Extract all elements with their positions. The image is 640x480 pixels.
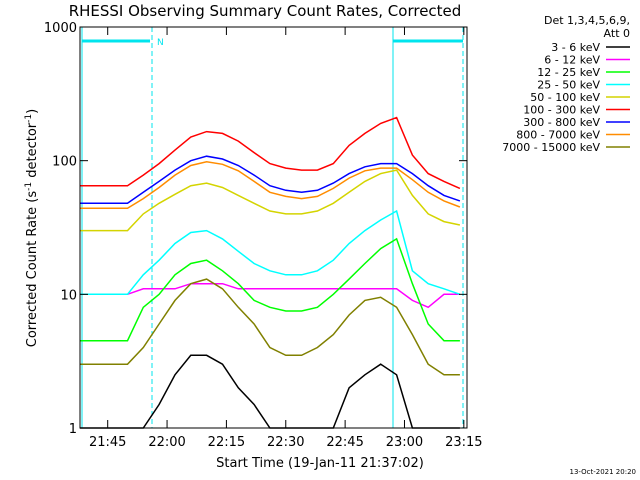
data-line xyxy=(80,169,461,232)
x-tick-label: 22:15 xyxy=(208,435,245,450)
data-line xyxy=(80,354,460,429)
y-label-part: ) xyxy=(25,109,40,114)
legend-label: 300 - 800 keV xyxy=(523,116,600,129)
y-label-part: detector xyxy=(25,122,40,182)
x-tick-label: 22:00 xyxy=(148,435,185,450)
data-line xyxy=(80,282,460,309)
y-tick-label: 100 xyxy=(52,155,77,170)
y-label-superscript: -1 xyxy=(24,182,34,191)
y-label-superscript: -1 xyxy=(24,114,34,123)
y-label-part: Corrected Count Rate (s xyxy=(25,191,40,348)
data-line xyxy=(80,209,461,296)
legend-label: 50 - 100 keV xyxy=(530,91,600,104)
footer: 13-Oct-2021 20:20 xyxy=(570,468,636,476)
legend-label: 7000 - 15000 keV xyxy=(502,141,600,154)
data-line xyxy=(80,155,461,205)
legend-label: 25 - 50 keV xyxy=(537,79,600,92)
data-line xyxy=(80,237,460,342)
x-tick-label: 22:30 xyxy=(267,435,304,450)
interval-markers xyxy=(81,27,464,428)
data-line xyxy=(80,116,461,190)
legend-label: 12 - 25 keV xyxy=(537,66,600,79)
x-tick-label: 22:45 xyxy=(326,435,363,450)
plot-frame xyxy=(79,26,468,429)
y-tick-label: 1 xyxy=(69,422,77,437)
y-tick-label: 1000 xyxy=(44,21,77,36)
data-line xyxy=(80,278,460,376)
y-tick-label: 10 xyxy=(60,288,77,303)
legend-label: 100 - 300 keV xyxy=(523,104,600,117)
legend-label: 3 - 6 keV xyxy=(551,41,600,54)
x-axis-label: Start Time (19-Jan-11 21:37:02) xyxy=(216,456,424,471)
legend-label: 800 - 7000 keV xyxy=(516,129,600,142)
x-tick-label: 23:15 xyxy=(445,435,482,450)
data-line xyxy=(80,161,461,210)
x-tick-label: 21:45 xyxy=(89,435,126,450)
annotation: N xyxy=(157,38,164,48)
legend-header: Att 0 xyxy=(604,27,630,40)
chart-title: RHESSI Observing Summary Count Rates, Co… xyxy=(69,2,462,20)
legend-label: 6 - 12 keV xyxy=(544,54,600,67)
y-axis-label: Corrected Count Rate (s-1 detector-1) xyxy=(24,109,40,347)
x-tick-label: 23:00 xyxy=(386,435,423,450)
legend-header: Det 1,3,4,5,6,9, xyxy=(544,14,630,27)
